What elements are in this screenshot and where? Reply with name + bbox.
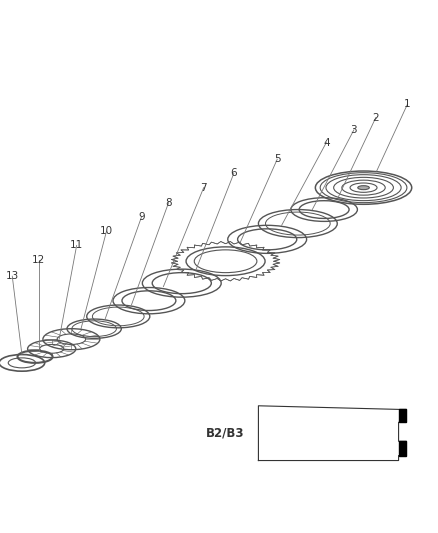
Text: 6: 6 bbox=[230, 168, 237, 178]
Text: 4: 4 bbox=[323, 138, 330, 148]
Ellipse shape bbox=[358, 185, 369, 190]
Polygon shape bbox=[399, 409, 406, 422]
Text: 1: 1 bbox=[404, 100, 411, 109]
Text: 11: 11 bbox=[70, 240, 83, 251]
Polygon shape bbox=[399, 441, 406, 456]
Text: 13: 13 bbox=[6, 271, 19, 281]
Text: 2: 2 bbox=[372, 112, 379, 123]
Text: 5: 5 bbox=[274, 154, 281, 164]
Text: 3: 3 bbox=[350, 125, 357, 135]
Text: B2/B3: B2/B3 bbox=[206, 426, 244, 439]
Text: 10: 10 bbox=[100, 227, 113, 237]
Text: 7: 7 bbox=[200, 183, 207, 192]
Text: 12: 12 bbox=[32, 255, 45, 265]
Text: 9: 9 bbox=[138, 212, 145, 222]
Text: 8: 8 bbox=[165, 198, 172, 207]
